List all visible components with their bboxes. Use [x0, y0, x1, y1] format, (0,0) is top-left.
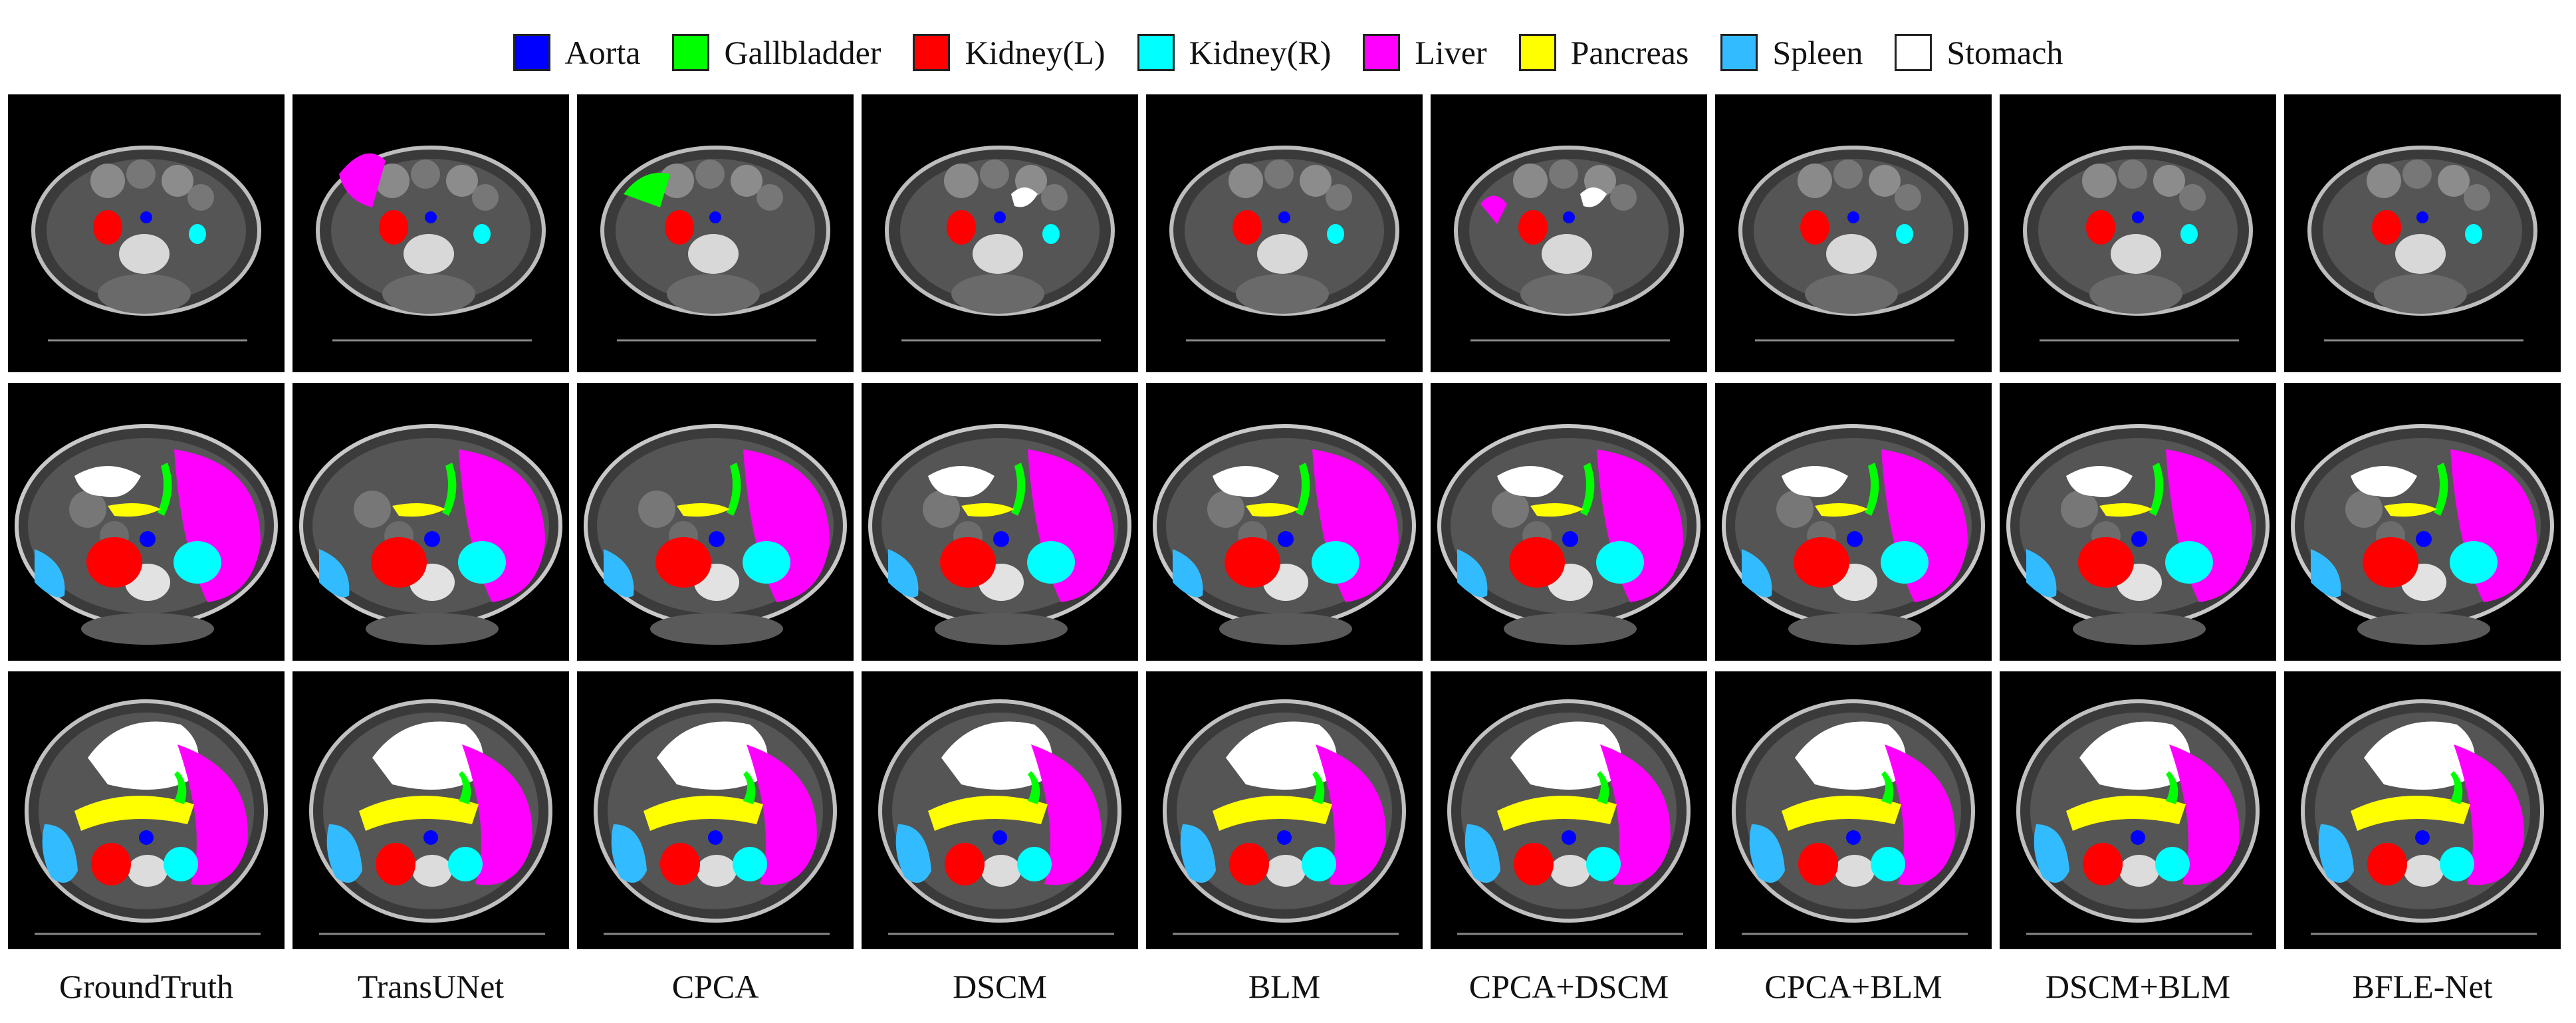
column-label: DSCM+BLM: [2045, 968, 2231, 1005]
segmentation-image: [293, 383, 569, 661]
segmentation-image: [1146, 671, 1423, 949]
segmentation-image: [8, 671, 285, 949]
legend-label: Gallbladder: [724, 34, 881, 71]
legend-swatch: [1895, 34, 1932, 71]
segmentation-image: [862, 671, 1138, 949]
legend-swatch: [1363, 34, 1401, 71]
segmentation-image: [2000, 383, 2276, 661]
segmentation-image: [577, 383, 854, 661]
column-label: BFLE-Net: [2352, 968, 2493, 1005]
segmentation-image: [862, 383, 1138, 661]
legend-label: Liver: [1415, 34, 1487, 71]
legend-item: Stomach: [1895, 33, 2063, 72]
segmentation-image: [1715, 671, 1992, 949]
legend-item: Liver: [1363, 33, 1487, 72]
segmentation-image: [1431, 383, 1707, 661]
segmentation-grid: [8, 94, 2561, 960]
legend-label: Kidney(L): [965, 34, 1106, 71]
legend-label: Pancreas: [1570, 34, 1689, 71]
legend-swatch: [1720, 34, 1758, 71]
slice-row: [8, 671, 2561, 949]
legend-label: Kidney(R): [1189, 34, 1332, 71]
column-label: CPCA+DSCM: [1468, 968, 1669, 1005]
column-label: DSCM: [953, 968, 1047, 1005]
legend: Aorta Gallbladder Kidney(L) Kidney(R) Liver P…: [0, 33, 2576, 72]
segmentation-image: [1146, 383, 1423, 661]
legend-label: Spleen: [1772, 34, 1863, 71]
legend-item: Pancreas: [1518, 33, 1689, 72]
column-label: CPCA+BLM: [1764, 968, 1942, 1005]
segmentation-image: [8, 94, 285, 372]
column-labels: GroundTruth TransUNet CPCA DSCM BLM CPCA+DSCM…: [8, 967, 2561, 1006]
legend-swatch: [1518, 34, 1556, 71]
legend-label: Stomach: [1946, 34, 2063, 71]
legend-swatch: [513, 34, 550, 71]
segmentation-image: [2000, 94, 2276, 372]
segmentation-image: [8, 383, 285, 661]
segmentation-image: [1146, 94, 1423, 372]
legend-item: Spleen: [1720, 33, 1863, 72]
legend-item: Aorta: [513, 33, 641, 72]
slice-row: [8, 383, 2561, 661]
legend-label: Aorta: [564, 34, 641, 71]
segmentation-image: [862, 94, 1138, 372]
segmentation-image: [2284, 383, 2561, 661]
segmentation-image: [1715, 383, 1992, 661]
segmentation-image: [1431, 94, 1707, 372]
segmentation-image: [577, 671, 854, 949]
column-label: TransUNet: [357, 968, 505, 1005]
segmentation-image: [1431, 671, 1707, 949]
column-label: BLM: [1248, 968, 1321, 1005]
segmentation-image: [2284, 671, 2561, 949]
column-label: CPCA: [671, 968, 759, 1005]
column-label: GroundTruth: [59, 968, 234, 1005]
legend-swatch: [672, 34, 710, 71]
segmentation-image: [1715, 94, 1992, 372]
slice-row: [8, 94, 2561, 372]
legend-swatch: [913, 34, 951, 71]
legend-item: Kidney(L): [913, 33, 1106, 72]
segmentation-image: [293, 94, 569, 372]
legend-item: Gallbladder: [672, 33, 881, 72]
legend-item: Kidney(R): [1137, 33, 1332, 72]
segmentation-image: [577, 94, 854, 372]
segmentation-image: [2284, 94, 2561, 372]
legend-swatch: [1137, 34, 1175, 71]
segmentation-image: [2000, 671, 2276, 949]
segmentation-image: [293, 671, 569, 949]
